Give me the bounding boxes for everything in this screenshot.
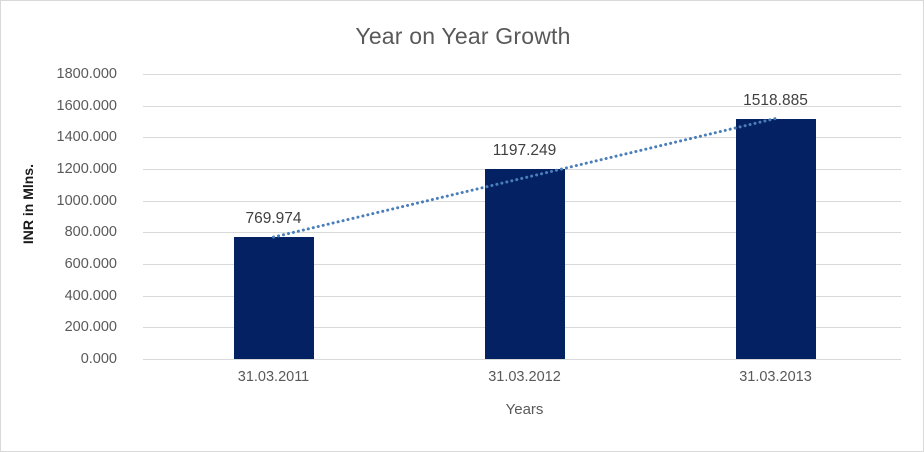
y-axis-tick-mark [143,295,148,297]
bar-value-label: 1518.885 [743,91,808,109]
x-axis-category-label: 31.03.2012 [488,369,561,385]
y-axis-tick-label: 1400.000 [56,129,117,146]
y-axis-tick-label: 0.000 [80,351,117,367]
y-axis-tick-mark [143,359,148,360]
y-axis-tick-label: 200.000 [64,319,117,336]
bar[interactable] [735,118,816,359]
y-axis-tick-label: 1000.000 [56,192,117,209]
gridline [148,359,901,360]
x-axis-category-label: 31.03.2013 [739,369,812,385]
y-axis-tick-mark [143,232,148,234]
gridline [148,105,901,107]
bar-value-label: 769.974 [245,210,302,228]
bar[interactable] [484,169,565,359]
y-axis-tick-mark [143,74,148,75]
y-axis-tick-mark [143,264,148,265]
plot-area: 1800.000 1600.000 1400.000 1200.000 1000.000… [57,66,901,367]
y-axis-tick-mark [143,200,148,202]
y-axis-tick-label: 1200.000 [56,161,117,177]
gridline [148,74,901,75]
chart-title: Year on Year Growth [355,23,571,49]
y-axis-tick-mark [143,169,148,170]
y-axis-tick-mark [143,105,148,107]
x-axis-category-label: 31.03.2011 [237,369,310,385]
y-axis-tick-mark [143,327,148,329]
bar-value-label: 1197.249 [492,142,557,160]
x-axis-title: Years [505,401,544,418]
y-axis-tick-label: 1800.000 [56,66,117,82]
y-axis-tick-label: 1600.000 [56,97,117,114]
y-axis-tick-mark [143,137,148,139]
y-axis-tick-label: 400.000 [64,287,117,304]
y-axis-tick-label: 800.000 [64,224,117,241]
bar[interactable] [233,237,314,359]
y-axis-tick-label: 600.000 [64,256,117,272]
